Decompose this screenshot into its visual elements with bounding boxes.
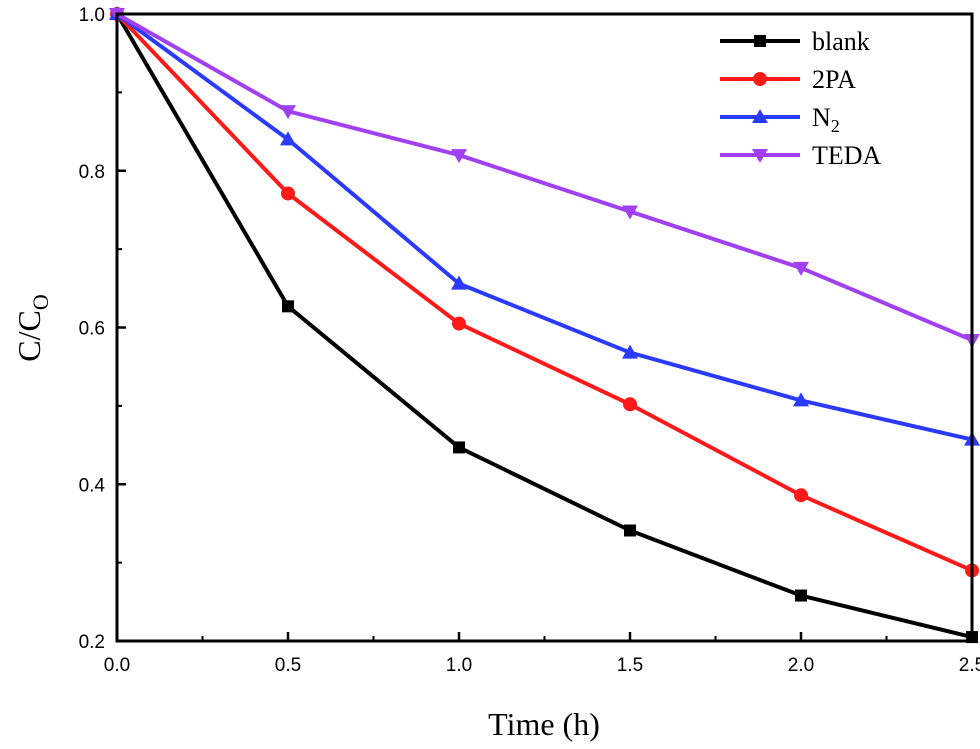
legend-item-teda: TEDA — [720, 141, 882, 170]
data-point-2pa — [452, 316, 466, 331]
series-layer — [109, 6, 980, 644]
series-line-blank — [115, 12, 973, 640]
series-line-2pa — [115, 12, 973, 573]
legend-label-2pa: 2PA — [812, 65, 856, 94]
y-tick-label: 0.6 — [79, 319, 105, 340]
data-point-n2 — [451, 275, 467, 290]
y-axis-title: C/CO — [11, 294, 53, 361]
data-point-blank — [624, 524, 636, 537]
legend-swatch-marker — [752, 109, 768, 123]
data-point-blank — [453, 441, 465, 454]
data-point-teda — [280, 105, 296, 120]
legend-swatch-marker — [754, 35, 766, 47]
y-axis-title-main: C/C — [11, 310, 47, 362]
x-tick-label: 1.0 — [446, 655, 472, 676]
data-point-n2 — [280, 131, 296, 146]
data-point-2pa — [794, 488, 808, 503]
y-axis-title-subscript: O — [28, 294, 53, 310]
legend-item-2pa: 2PA — [720, 65, 856, 94]
x-tick-label: 2.5 — [959, 655, 980, 676]
y-tick-label: 0.8 — [79, 162, 105, 183]
legend-swatch-marker — [753, 72, 767, 86]
x-tick-label: 0.0 — [104, 655, 130, 676]
y-tick-label: 0.4 — [79, 475, 106, 496]
legend-item-blank: blank — [720, 27, 870, 56]
x-tick-label: 1.5 — [617, 655, 643, 676]
data-point-n2 — [793, 392, 809, 407]
data-point-teda — [793, 261, 809, 276]
series-line-teda — [116, 12, 973, 342]
x-axis-title: Time (h) — [488, 706, 600, 742]
data-point-n2 — [622, 344, 638, 359]
legend-label-n2: N2 — [812, 103, 840, 136]
data-point-blank — [282, 300, 294, 313]
y-tick-label: 0.2 — [79, 632, 105, 653]
x-tick-label: 0.5 — [275, 655, 301, 676]
data-point-blank — [795, 589, 807, 602]
data-point-2pa — [281, 186, 295, 201]
data-point-2pa — [623, 397, 637, 412]
data-point-teda — [622, 205, 638, 220]
legend-swatch-marker — [752, 149, 768, 163]
axis-ticks: 0.0 0.5 1.0 1.5 2.0 2.5 0.2 0.4 0.6 0.8 1.0 — [79, 5, 980, 676]
y-tick-label: 1.0 — [79, 5, 105, 26]
data-point-teda — [451, 149, 467, 164]
legend-item-n2: N2 — [720, 103, 840, 136]
series-line-n2 — [115, 12, 973, 442]
legend-label-teda: TEDA — [812, 141, 882, 170]
legend: blank 2PA N2 TEDA — [720, 27, 882, 170]
legend-label-blank: blank — [812, 27, 870, 56]
series-teda — [109, 8, 980, 349]
x-tick-label: 2.0 — [788, 655, 814, 676]
